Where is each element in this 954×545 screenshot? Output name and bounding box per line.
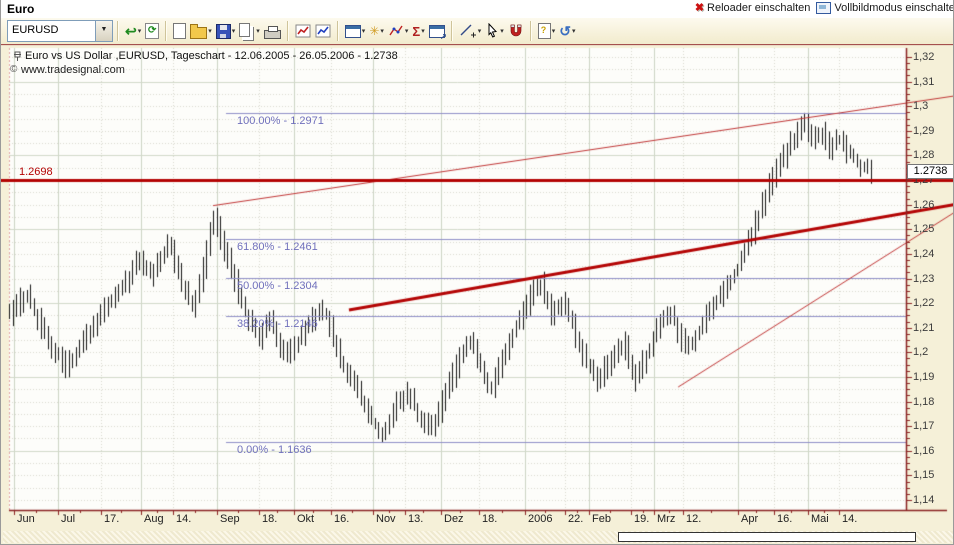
chart-scrollbar-track[interactable] (3, 531, 953, 543)
draw-line-button[interactable]: ▾ (457, 20, 484, 42)
line-study-button[interactable]: ▾ (386, 20, 411, 42)
notes-caret[interactable]: ▾ (551, 28, 556, 35)
header-links: ✖ Reloader einschalten Vollbildmodus ein… (694, 1, 954, 15)
open-button[interactable]: ▾ (188, 20, 214, 42)
new-window-caret[interactable]: ▾ (361, 28, 366, 35)
cursor-caret[interactable]: ▾ (500, 28, 504, 35)
copyright-icon: © (10, 64, 18, 75)
page-title: Euro (7, 2, 35, 16)
sigma-icon: Σ (412, 23, 421, 39)
toolbar-separator (165, 21, 168, 41)
indicator-button[interactable]: ✳ ▾ (367, 20, 386, 42)
indicator-caret[interactable]: ▾ (380, 28, 384, 35)
copyright-url: www.tradesignal.com (21, 64, 125, 76)
reloader-disabled-icon: ✖ (694, 2, 705, 14)
toolbar-separator (336, 21, 339, 41)
send-to-chart-red-button[interactable] (293, 20, 313, 42)
symbol-select[interactable]: EURUSD ▼ (7, 20, 113, 42)
copy-caret[interactable]: ▾ (256, 28, 260, 35)
properties-button[interactable]: ↗ (427, 20, 447, 42)
symbol-select-value: EURUSD (12, 24, 59, 36)
fullscreen-toggle-link[interactable]: Vollbildmodus einschalten (816, 1, 954, 14)
last-price-badge: 1.2738 (907, 163, 953, 179)
indicator-spark-icon: ✳ (369, 24, 380, 38)
toolbar: EURUSD ▼ ↩ ▾ ⟳ ▾ ▾ ▾ (1, 18, 953, 44)
refresh-icon: ⟳ (145, 23, 160, 39)
toolbar-separator (117, 21, 119, 41)
save-icon (215, 23, 231, 39)
toolbar-separator (286, 21, 289, 41)
reloader-toggle-label: Reloader einschalten (707, 1, 811, 14)
new-window-button[interactable]: ▾ (343, 20, 368, 42)
properties-window-icon: ↗ (428, 24, 447, 41)
cursor-button[interactable]: ▾ (483, 20, 506, 42)
notes-button[interactable]: ? ▾ (536, 20, 558, 42)
copy-button[interactable]: ▾ (237, 20, 262, 42)
chart-title: Euro vs US Dollar ,EURUSD, Tageschart - … (25, 50, 398, 62)
horizontal-line-price-label: 1.2698 (19, 165, 53, 178)
question-mark-icon: ? (540, 25, 547, 35)
reload-caret[interactable]: ▾ (572, 28, 576, 35)
formula-caret[interactable]: ▾ (421, 28, 425, 35)
save-caret[interactable]: ▾ (231, 28, 236, 35)
new-document-icon (173, 23, 187, 39)
line-study-caret[interactable]: ▾ (404, 28, 409, 35)
back-icon: ↩ (125, 23, 137, 39)
formula-button[interactable]: Σ ▾ (410, 20, 426, 42)
chart-scrollbar-slider[interactable] (618, 532, 916, 542)
save-button[interactable]: ▾ (214, 20, 238, 42)
refresh-button[interactable]: ⟳ (143, 20, 161, 42)
send-to-chart-blue-button[interactable] (313, 20, 333, 42)
fullscreen-toggle-label: Vollbildmodus einschalten (834, 1, 954, 14)
line-study-icon (389, 25, 403, 36)
shortcut-arrow-icon: ↗ (440, 31, 447, 41)
magnet-button[interactable] (506, 20, 526, 42)
open-caret[interactable]: ▾ (208, 28, 212, 35)
symbol-select-dropdown-button[interactable]: ▼ (95, 21, 112, 41)
toolbar-separator (450, 21, 453, 41)
print-button[interactable] (262, 20, 283, 42)
price-chart-canvas[interactable] (1, 44, 953, 544)
chart-blue-icon (315, 24, 331, 38)
pin-icon[interactable] (13, 51, 22, 62)
notes-page-icon: ? (537, 23, 551, 39)
chart-panel: 1,32 1,31 1,3 1,29 1,28 1,27 1,26 1,25 1,24 1,23 1… (1, 44, 953, 544)
copy-icon (239, 23, 251, 37)
reload-button[interactable]: ↺ ▾ (557, 20, 577, 42)
open-folder-icon (190, 23, 208, 39)
back-caret[interactable]: ▾ (137, 28, 142, 35)
cursor-icon (488, 23, 498, 38)
magnet-icon (510, 24, 522, 37)
draw-line-icon (460, 24, 476, 38)
back-button[interactable]: ↩ ▾ (123, 20, 143, 42)
chart-red-icon (295, 24, 311, 38)
draw-line-caret[interactable]: ▾ (477, 28, 482, 35)
window-icon (344, 24, 361, 38)
header-bar: Euro ✖ Reloader einschalten Vollbildmodu… (1, 0, 954, 18)
printer-icon (263, 25, 281, 39)
new-document-button[interactable] (171, 20, 188, 42)
reloader-toggle-link[interactable]: ✖ Reloader einschalten (694, 1, 811, 15)
reload-icon: ↺ (559, 23, 572, 39)
fullscreen-icon (816, 1, 832, 14)
toolbar-separator (529, 21, 532, 41)
